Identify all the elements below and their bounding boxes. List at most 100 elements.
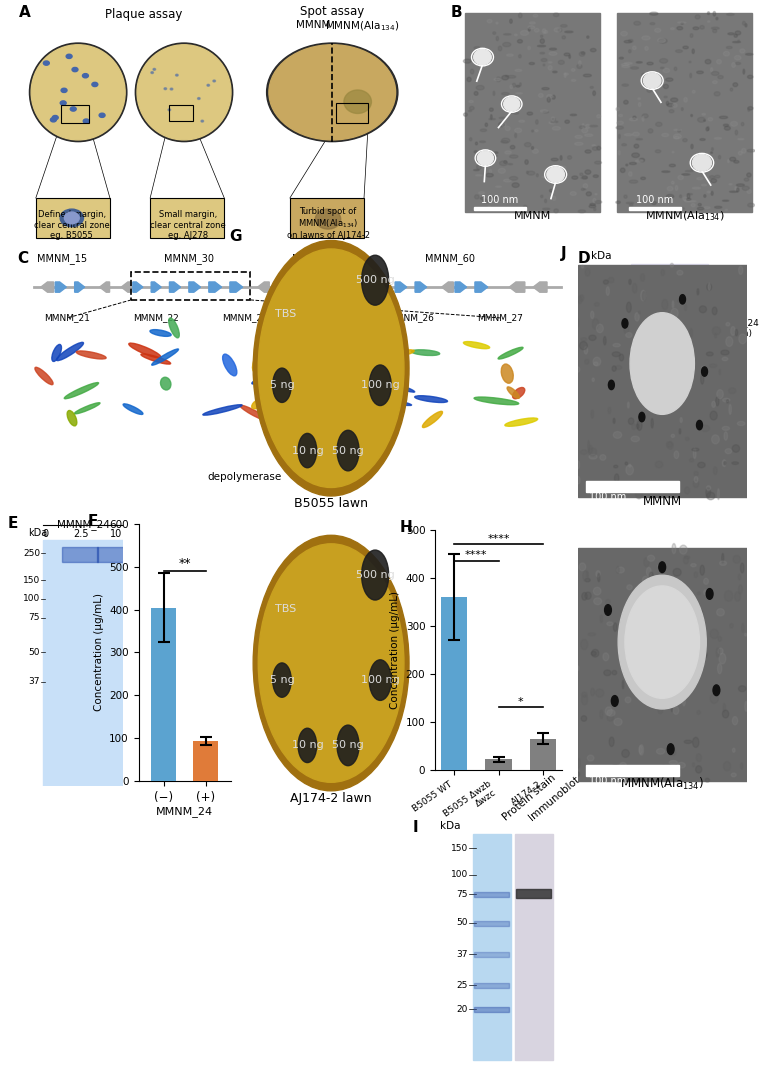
Ellipse shape: [700, 139, 705, 141]
Ellipse shape: [647, 62, 653, 64]
Text: MMNM_24: MMNM_24: [310, 312, 357, 322]
Ellipse shape: [498, 168, 505, 174]
Ellipse shape: [673, 569, 681, 577]
Ellipse shape: [474, 151, 477, 153]
Ellipse shape: [733, 555, 741, 563]
Text: MMNM_45: MMNM_45: [292, 253, 342, 264]
Ellipse shape: [738, 40, 740, 41]
Ellipse shape: [528, 26, 535, 28]
Ellipse shape: [725, 127, 730, 130]
Ellipse shape: [508, 164, 513, 165]
Ellipse shape: [665, 96, 667, 98]
Ellipse shape: [651, 376, 659, 380]
Ellipse shape: [701, 367, 708, 377]
Ellipse shape: [75, 403, 100, 414]
Ellipse shape: [745, 54, 753, 56]
Bar: [474, 892, 509, 897]
Ellipse shape: [721, 554, 724, 563]
Ellipse shape: [487, 205, 490, 211]
Ellipse shape: [619, 354, 624, 360]
Ellipse shape: [607, 710, 615, 716]
Ellipse shape: [648, 129, 653, 133]
Ellipse shape: [591, 411, 594, 418]
Ellipse shape: [722, 460, 726, 466]
Ellipse shape: [349, 335, 366, 344]
Ellipse shape: [540, 52, 544, 54]
Ellipse shape: [655, 461, 663, 468]
Ellipse shape: [580, 342, 588, 349]
Ellipse shape: [504, 179, 511, 182]
Ellipse shape: [499, 122, 504, 127]
Ellipse shape: [715, 175, 720, 178]
Ellipse shape: [670, 650, 671, 657]
Ellipse shape: [618, 575, 706, 709]
Ellipse shape: [617, 567, 624, 573]
Ellipse shape: [718, 664, 721, 674]
Ellipse shape: [688, 201, 696, 202]
Ellipse shape: [659, 765, 667, 773]
Ellipse shape: [665, 78, 673, 82]
Ellipse shape: [624, 133, 632, 135]
Ellipse shape: [687, 193, 692, 194]
Ellipse shape: [671, 263, 674, 268]
Ellipse shape: [676, 684, 684, 691]
Ellipse shape: [716, 649, 720, 657]
Ellipse shape: [629, 163, 637, 165]
Ellipse shape: [709, 176, 715, 178]
Ellipse shape: [29, 43, 127, 142]
Ellipse shape: [732, 716, 738, 725]
Ellipse shape: [678, 22, 686, 23]
Ellipse shape: [588, 755, 594, 761]
Ellipse shape: [666, 102, 668, 105]
Ellipse shape: [692, 737, 699, 747]
Ellipse shape: [692, 155, 698, 158]
Ellipse shape: [668, 441, 673, 449]
Ellipse shape: [554, 27, 561, 32]
Ellipse shape: [691, 563, 696, 567]
Ellipse shape: [578, 61, 581, 66]
Ellipse shape: [661, 344, 668, 347]
Ellipse shape: [672, 152, 674, 153]
Ellipse shape: [485, 123, 487, 127]
Ellipse shape: [628, 171, 632, 176]
Ellipse shape: [641, 484, 643, 487]
Ellipse shape: [549, 52, 557, 56]
FancyArrow shape: [475, 282, 487, 293]
Y-axis label: Concentration (µg/mL): Concentration (µg/mL): [390, 591, 400, 709]
Ellipse shape: [552, 95, 555, 99]
FancyArrow shape: [533, 282, 547, 293]
Text: ―: ―: [586, 488, 593, 494]
Ellipse shape: [593, 175, 598, 178]
Ellipse shape: [511, 145, 515, 150]
Ellipse shape: [704, 120, 705, 121]
Ellipse shape: [728, 388, 736, 394]
Ellipse shape: [722, 427, 729, 430]
Ellipse shape: [470, 106, 474, 110]
Text: 45: 45: [611, 395, 624, 405]
Ellipse shape: [618, 134, 621, 139]
Ellipse shape: [313, 372, 343, 384]
Ellipse shape: [614, 474, 619, 483]
Ellipse shape: [685, 487, 690, 494]
Text: 66: 66: [611, 331, 624, 341]
Ellipse shape: [671, 582, 675, 590]
Ellipse shape: [496, 186, 501, 188]
Ellipse shape: [476, 161, 478, 162]
Ellipse shape: [675, 649, 682, 656]
Ellipse shape: [589, 205, 596, 207]
Ellipse shape: [633, 46, 636, 49]
Ellipse shape: [671, 682, 674, 690]
Ellipse shape: [464, 112, 467, 116]
Ellipse shape: [534, 28, 539, 32]
Ellipse shape: [590, 86, 594, 88]
Ellipse shape: [747, 173, 752, 177]
Ellipse shape: [628, 464, 631, 467]
Text: MMNM: MMNM: [643, 495, 681, 508]
Ellipse shape: [620, 762, 627, 769]
Ellipse shape: [524, 143, 531, 146]
Ellipse shape: [591, 688, 594, 696]
Ellipse shape: [551, 121, 558, 122]
Ellipse shape: [550, 48, 557, 50]
Ellipse shape: [689, 61, 691, 62]
Ellipse shape: [733, 83, 738, 86]
